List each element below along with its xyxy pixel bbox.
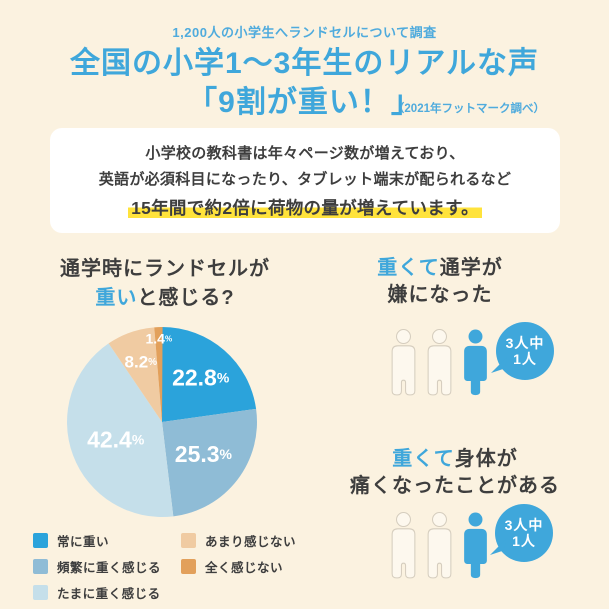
legend-column-2: あまり感じない 全く感じない <box>181 531 296 609</box>
pie-slice-1 <box>162 408 257 517</box>
stat2-keyword: 重くて <box>392 448 455 470</box>
legend-label-1: 頻繁に重く感じる <box>57 561 162 575</box>
pie-chart: 22.8%25.3%42.4%8.2%1.4% <box>67 327 257 517</box>
person-outline-icon <box>391 512 416 579</box>
legend-swatch-1 <box>33 559 48 574</box>
legend-item-1: 頻繁に重く感じる <box>33 557 181 576</box>
stat1-bubble-line1: 3人中 <box>505 335 545 351</box>
legend-label-2: たまに重く感じる <box>57 587 161 601</box>
info-card: 小学校の教科書は年々ページ数が増えており、 英語が必須科目になったり、タブレット… <box>50 128 560 233</box>
legend-column-1: 常に重い頻繁に重く感じる たまに重く感じる <box>33 531 181 609</box>
pie-label-3: 8.2% <box>125 353 158 372</box>
person-outline-icon <box>391 329 416 396</box>
stat2-heading-line1: 重くて身体が <box>320 446 590 473</box>
pie-slice-3 <box>108 327 162 422</box>
person-outline-icon <box>427 512 452 579</box>
stat1-pictograph <box>388 328 491 406</box>
pie-legend: 常に重い頻繁に重く感じる たまに重く感じる あまり感じない 全く感じない <box>33 531 296 609</box>
pie-question-rest: と感じる? <box>137 287 235 309</box>
person-filled-icon <box>464 512 487 579</box>
person-filled-icon <box>464 329 487 396</box>
info-line-3: 15年間で約2倍に荷物の量が増えています。 <box>50 195 560 221</box>
legend-swatch-3 <box>181 533 196 548</box>
legend-label-4: 全く感じない <box>205 561 284 575</box>
source-note: （2021年フットマーク調べ） <box>392 102 545 115</box>
pie-question-line2: 重いと感じる? <box>15 284 315 313</box>
header: 1,200人の小学生へランドセルについて調査 全国の小学1〜3年生のリアルな声 … <box>0 22 609 121</box>
stat2-rest: 身体が <box>454 448 518 470</box>
legend-item-3: あまり感じない <box>181 531 296 550</box>
legend-item-4: 全く感じない <box>181 557 296 576</box>
pie-slice-2 <box>67 343 174 517</box>
legend-swatch-4 <box>181 559 196 574</box>
person-outline-icon <box>427 329 452 396</box>
highlighted-text: 15年間で約2倍に荷物の量が増えています。 <box>128 198 482 218</box>
stat1-rest: 通学が <box>439 257 503 279</box>
info-line-2: 英語が必須科目になったり、タブレット端末が配られるなど <box>98 171 512 188</box>
stat1-keyword: 重くて <box>377 257 440 279</box>
stat2-heading: 重くて身体が 痛くなったことがある <box>320 446 590 500</box>
legend-label-0: 常に重い <box>57 535 110 549</box>
pie-question-line1: 通学時にランドセルが <box>60 258 270 280</box>
stat2-bubble-line1: 3人中 <box>504 517 544 533</box>
stat1-bubble-line2: 1人 <box>513 351 537 367</box>
legend-item-2: たまに重く感じる <box>33 583 181 602</box>
stat2-pictograph <box>388 511 491 589</box>
legend-item-0: 常に重い <box>33 531 181 550</box>
pie-slice-0 <box>162 327 257 422</box>
legend-swatch-0 <box>33 533 48 548</box>
stat1-heading-line2: 嫌になった <box>387 284 493 306</box>
stat2-bubble-line2: 1人 <box>512 533 536 549</box>
page-title-line2-row: 「9割が重い！」 （2021年フットマーク調べ） <box>0 85 609 121</box>
survey-note: 1,200人の小学生へランドセルについて調査 <box>172 25 437 40</box>
stat1-heading: 重くて通学が 嫌になった <box>330 255 550 309</box>
info-line-1: 小学校の教科書は年々ページ数が増えており、 <box>145 145 465 162</box>
page-title-line2: 「9割が重い！」 <box>187 85 422 119</box>
pie-label-1: 25.3% <box>175 441 233 467</box>
pie-question-keyword: 重い <box>95 287 138 309</box>
legend-swatch-2 <box>33 585 48 600</box>
stat2-heading-line2: 痛くなったことがある <box>350 475 560 497</box>
stat2-speech-bubble: 3人中 1人 <box>495 504 553 562</box>
pie-label-4: 1.4% <box>146 331 173 347</box>
pie-slice-4 <box>154 327 163 422</box>
page-title: 全国の小学1〜3年生のリアルな声 <box>69 47 540 80</box>
stat1-speech-bubble: 3人中 1人 <box>496 322 554 380</box>
stat1-heading-line1: 重くて通学が <box>330 255 550 282</box>
legend-label-3: あまり感じない <box>205 535 297 549</box>
pie-question-title: 通学時にランドセルが 重いと感じる? <box>15 255 315 313</box>
